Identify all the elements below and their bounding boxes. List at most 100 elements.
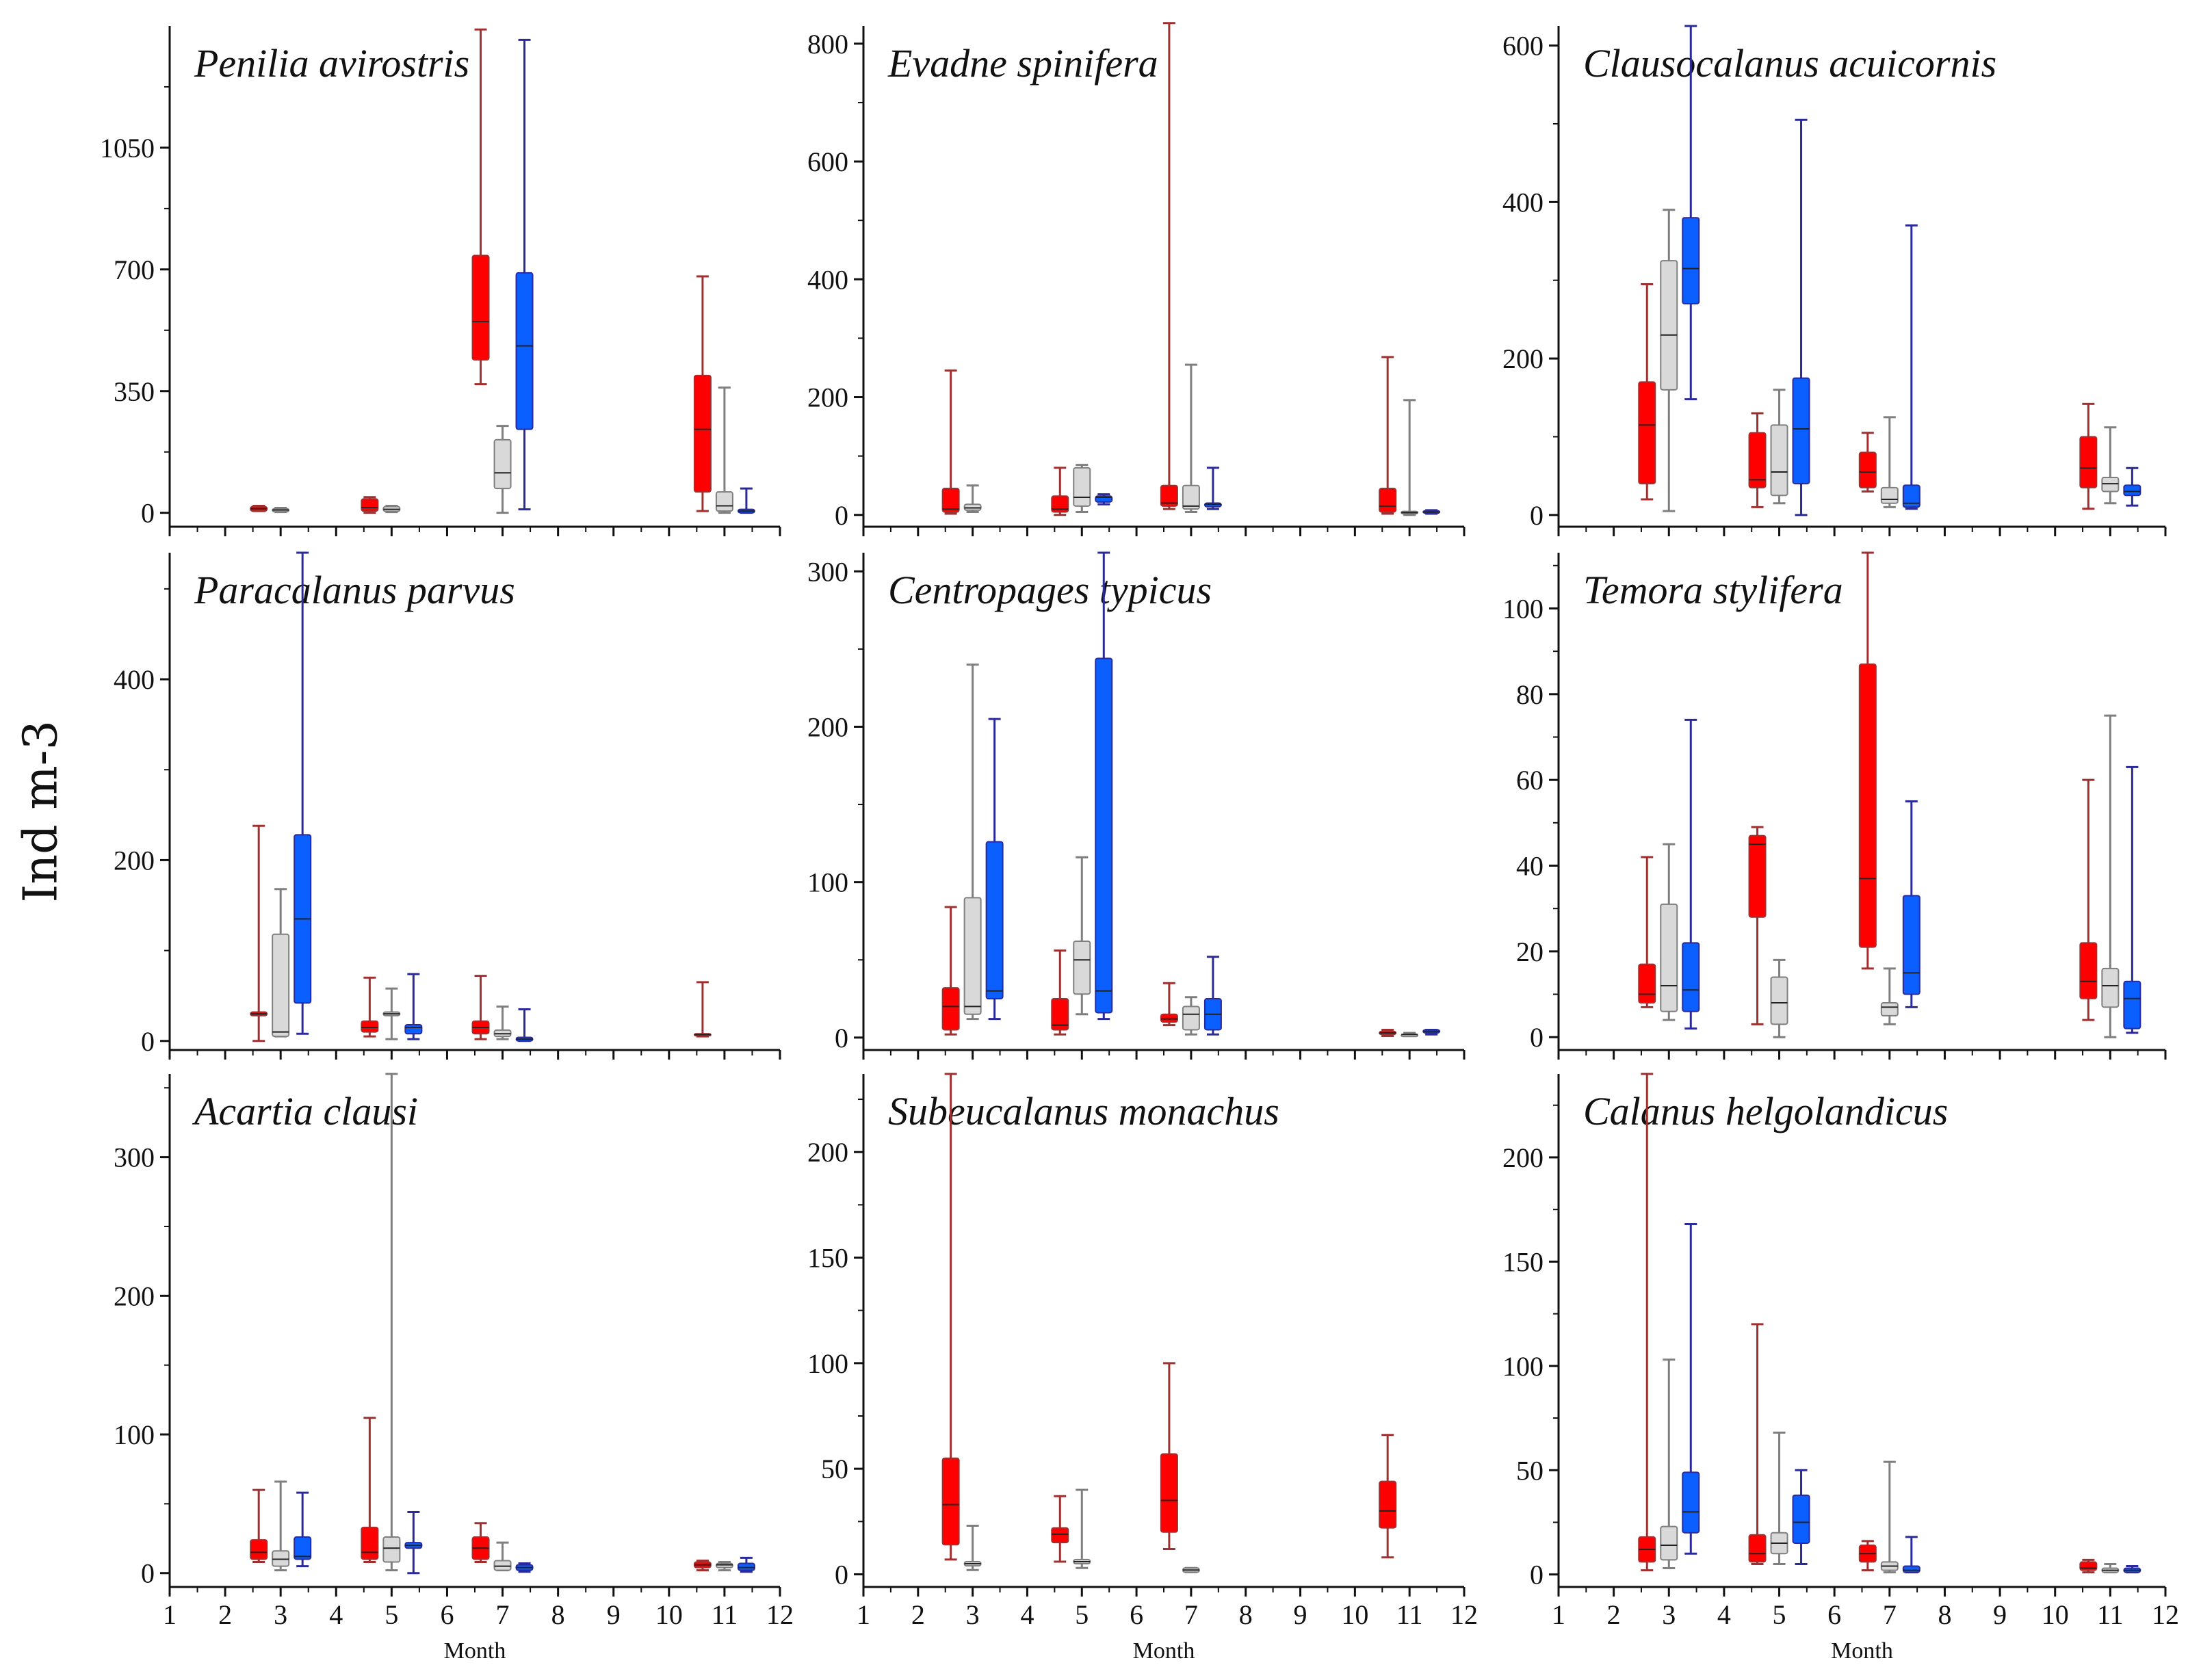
box-iqr bbox=[1660, 903, 1678, 1012]
x-tick-label: 8 bbox=[1938, 1599, 1951, 1630]
x-tick-label: 2 bbox=[1607, 1599, 1621, 1630]
y-tick-label: 300 bbox=[114, 1142, 155, 1173]
x-tick-label: 12 bbox=[2152, 1599, 2179, 1630]
box-blue-month-3 bbox=[985, 718, 1004, 1021]
box-red-month-11 bbox=[1379, 1434, 1397, 1559]
box-blue-month-3 bbox=[294, 551, 312, 1035]
box-iqr bbox=[515, 272, 534, 430]
y-tick-label: 50 bbox=[1516, 1455, 1544, 1486]
box-iqr bbox=[250, 1539, 268, 1560]
box-blue-month-5 bbox=[404, 973, 423, 1040]
box-red-month-11 bbox=[693, 981, 712, 1038]
x-tick-label: 5 bbox=[1075, 1599, 1089, 1630]
box-blue-month-7 bbox=[515, 38, 534, 511]
x-tick-label: 11 bbox=[1396, 1599, 1423, 1630]
box-grey-month-7 bbox=[493, 1006, 512, 1040]
y-tick-label: 0 bbox=[835, 500, 848, 531]
box-red-month-5 bbox=[361, 496, 379, 514]
y-tick-label: 100 bbox=[114, 1419, 155, 1450]
box-grey-month-5 bbox=[382, 987, 401, 1040]
box-iqr bbox=[2101, 967, 2120, 1008]
x-tick-label: 5 bbox=[385, 1599, 398, 1630]
y-tick-label: 60 bbox=[1516, 765, 1544, 796]
y-tick-label: 80 bbox=[1516, 679, 1544, 710]
box-iqr bbox=[404, 1023, 423, 1035]
y-tick-label: 20 bbox=[1516, 936, 1544, 967]
box-iqr bbox=[1748, 835, 1767, 918]
box-iqr bbox=[471, 254, 490, 360]
y-tick-label: 0 bbox=[141, 1558, 155, 1589]
box-iqr bbox=[1682, 217, 1700, 305]
panel-6: 0 20 40 60 80 100 Temora stylifera bbox=[1502, 551, 2167, 1060]
y-tick-label: 1050 bbox=[100, 133, 155, 163]
box-iqr bbox=[941, 488, 960, 513]
box-blue-month-11 bbox=[2123, 467, 2141, 507]
y-tick-label: 700 bbox=[114, 254, 155, 285]
box-blue-month-11 bbox=[1422, 1028, 1441, 1036]
x-axis-label: Month bbox=[1133, 1638, 1195, 1664]
x-tick-label: 8 bbox=[1239, 1599, 1253, 1630]
box-blue-month-11 bbox=[1422, 509, 1441, 515]
box-iqr bbox=[361, 1020, 379, 1033]
box-iqr bbox=[1160, 1013, 1178, 1023]
box-grey-month-3 bbox=[1660, 209, 1678, 512]
box-iqr bbox=[1051, 998, 1069, 1031]
x-tick-label: 3 bbox=[966, 1599, 980, 1630]
box-iqr bbox=[1858, 451, 1877, 488]
box-grey-month-3 bbox=[963, 1524, 982, 1571]
box-red-month-5 bbox=[1051, 467, 1069, 516]
box-blue-month-5 bbox=[1095, 493, 1113, 506]
box-iqr bbox=[2101, 476, 2120, 493]
box-iqr bbox=[1095, 657, 1113, 1014]
box-red-month-3 bbox=[941, 1073, 960, 1561]
box-iqr bbox=[1160, 1453, 1178, 1533]
box-red-month-5 bbox=[361, 976, 379, 1038]
box-iqr bbox=[1182, 1006, 1200, 1031]
y-tick-label: 200 bbox=[807, 1137, 848, 1168]
panel-title: Calanus helgolandicus bbox=[1583, 1089, 1948, 1133]
box-blue-month-7 bbox=[1902, 1536, 1920, 1574]
box-grey-month-5 bbox=[382, 1073, 401, 1572]
box-red-month-5 bbox=[1051, 949, 1069, 1036]
box-red-month-7 bbox=[471, 1522, 490, 1564]
box-iqr bbox=[1682, 1471, 1700, 1534]
x-tick-label: 12 bbox=[1450, 1599, 1478, 1630]
box-blue-month-11 bbox=[737, 1556, 755, 1573]
box-red-month-3 bbox=[250, 824, 268, 1042]
box-red-month-7 bbox=[1160, 22, 1178, 510]
x-tick-label: 7 bbox=[1184, 1599, 1198, 1630]
box-iqr bbox=[715, 1562, 733, 1569]
box-iqr bbox=[493, 1560, 512, 1571]
x-tick-label: 9 bbox=[1294, 1599, 1307, 1630]
box-grey-month-5 bbox=[1770, 389, 1788, 505]
y-tick-label: 800 bbox=[807, 29, 848, 60]
x-tick-label: 4 bbox=[329, 1599, 343, 1630]
box-iqr bbox=[1902, 1565, 1920, 1573]
box-iqr bbox=[941, 987, 960, 1031]
box-blue-month-5 bbox=[1792, 1469, 1810, 1565]
box-blue-month-7 bbox=[515, 1008, 534, 1042]
y-tick-label: 150 bbox=[807, 1243, 848, 1274]
box-grey-month-7 bbox=[1880, 967, 1899, 1025]
box-grey-month-5 bbox=[1770, 1431, 1788, 1565]
x-tick-label: 10 bbox=[2042, 1599, 2069, 1630]
y-tick-label: 100 bbox=[1502, 593, 1544, 624]
x-tick-label: 2 bbox=[218, 1599, 232, 1630]
box-red-month-5 bbox=[361, 1417, 379, 1564]
box-blue-month-3 bbox=[1682, 718, 1700, 1030]
y-tick-label: 200 bbox=[114, 845, 155, 876]
box-red-month-7 bbox=[1858, 551, 1877, 970]
box-grey-month-5 bbox=[382, 505, 401, 514]
box-red-month-7 bbox=[471, 975, 490, 1040]
x-tick-label: 11 bbox=[712, 1599, 738, 1630]
y-tick-label: 350 bbox=[114, 376, 155, 407]
box-iqr bbox=[2079, 1561, 2098, 1571]
box-red-month-3 bbox=[1638, 283, 1656, 501]
x-tick-label: 9 bbox=[607, 1599, 621, 1630]
box-iqr bbox=[2123, 980, 2141, 1029]
box-iqr bbox=[361, 1526, 379, 1560]
y-tick-label: 0 bbox=[1530, 1022, 1544, 1053]
box-grey-month-11 bbox=[715, 386, 733, 514]
y-tick-label: 0 bbox=[835, 1559, 848, 1590]
